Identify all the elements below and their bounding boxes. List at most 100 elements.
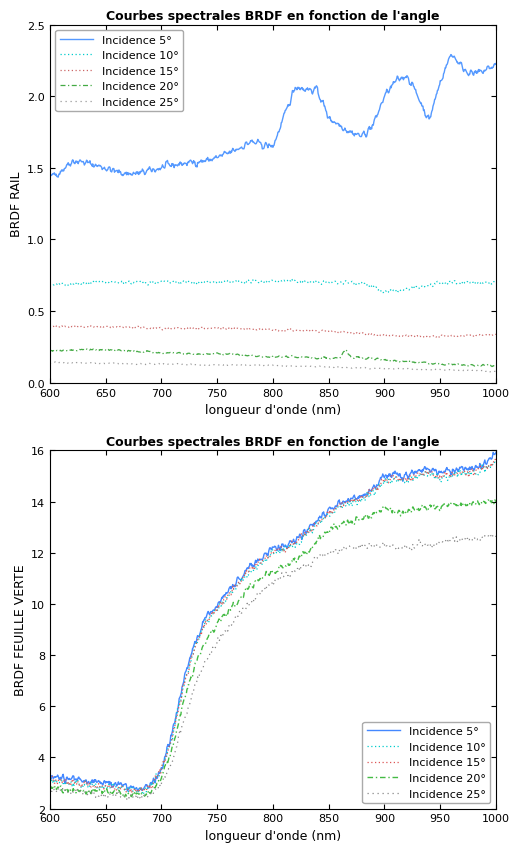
Incidence 15° <box>489 331 496 341</box>
Incidence 10° <box>140 790 147 800</box>
Incidence 5° <box>489 64 495 74</box>
Incidence 15° <box>330 327 336 337</box>
Incidence 20° <box>47 346 53 356</box>
Incidence 15° <box>489 460 495 470</box>
Incidence 15° <box>330 508 336 518</box>
Incidence 5° <box>112 778 118 788</box>
Incidence 10° <box>164 277 171 287</box>
Incidence 25° <box>47 359 53 369</box>
Incidence 10° <box>330 509 336 519</box>
Incidence 20° <box>487 495 493 505</box>
Incidence 5° <box>107 164 113 174</box>
Incidence 25° <box>47 781 53 792</box>
Incidence 15° <box>112 784 118 794</box>
Legend: Incidence 5°, Incidence 10°, Incidence 15°, Incidence 20°, Incidence 25°: Incidence 5°, Incidence 10°, Incidence 1… <box>55 31 184 112</box>
X-axis label: longueur d'onde (nm): longueur d'onde (nm) <box>205 404 341 417</box>
Incidence 10° <box>289 274 295 285</box>
Incidence 5° <box>329 118 335 128</box>
Incidence 10° <box>107 277 113 287</box>
Incidence 25° <box>330 546 336 556</box>
Line: Incidence 20°: Incidence 20° <box>50 500 496 797</box>
Incidence 15° <box>165 324 171 334</box>
Y-axis label: BRDF FEUILLE VERTE: BRDF FEUILLE VERTE <box>14 564 27 695</box>
Incidence 25° <box>135 795 141 805</box>
Incidence 15° <box>73 321 79 331</box>
Line: Incidence 5°: Incidence 5° <box>50 452 496 792</box>
Incidence 15° <box>112 322 119 332</box>
Incidence 5° <box>250 138 256 148</box>
X-axis label: longueur d'onde (nm): longueur d'onde (nm) <box>205 829 341 842</box>
Incidence 25° <box>486 367 492 377</box>
Incidence 10° <box>47 281 53 291</box>
Incidence 20° <box>250 351 256 361</box>
Incidence 20° <box>108 345 114 355</box>
Y-axis label: BRDF RAIL: BRDF RAIL <box>10 172 23 237</box>
Incidence 20° <box>489 362 496 372</box>
Line: Incidence 5°: Incidence 5° <box>50 55 496 178</box>
Incidence 25° <box>165 360 171 370</box>
Incidence 10° <box>492 458 498 468</box>
Incidence 10° <box>330 277 336 287</box>
Incidence 10° <box>489 460 495 470</box>
Incidence 5° <box>493 447 499 458</box>
Incidence 15° <box>491 455 498 465</box>
Incidence 5° <box>112 167 118 177</box>
Line: Incidence 10°: Incidence 10° <box>50 279 496 293</box>
Incidence 25° <box>165 766 171 776</box>
Incidence 25° <box>250 595 256 605</box>
Incidence 10° <box>165 743 171 753</box>
Incidence 20° <box>330 354 336 364</box>
Incidence 20° <box>493 360 499 371</box>
Incidence 5° <box>47 173 53 183</box>
Incidence 10° <box>47 775 53 786</box>
Legend: Incidence 5°, Incidence 10°, Incidence 15°, Incidence 20°, Incidence 25°: Incidence 5°, Incidence 10°, Incidence 1… <box>362 722 490 803</box>
Incidence 5° <box>489 453 495 463</box>
Incidence 10° <box>112 780 118 790</box>
Incidence 25° <box>489 366 496 377</box>
Incidence 15° <box>165 746 171 756</box>
Incidence 20° <box>84 344 90 354</box>
Incidence 25° <box>487 529 493 539</box>
Incidence 15° <box>493 456 499 466</box>
Incidence 5° <box>448 50 454 60</box>
Incidence 20° <box>489 362 495 372</box>
Incidence 20° <box>165 348 171 359</box>
Incidence 5° <box>164 156 171 166</box>
Incidence 5° <box>165 740 171 750</box>
Incidence 20° <box>330 524 336 534</box>
Incidence 25° <box>52 357 58 367</box>
Incidence 10° <box>394 288 400 298</box>
Incidence 5° <box>107 777 113 787</box>
Title: Courbes spectrales BRDF en fonction de l'angle: Courbes spectrales BRDF en fonction de l… <box>106 435 439 448</box>
Incidence 15° <box>134 787 140 797</box>
Line: Incidence 15°: Incidence 15° <box>50 460 496 792</box>
Incidence 20° <box>493 497 499 507</box>
Incidence 15° <box>437 333 443 343</box>
Incidence 5° <box>250 561 256 571</box>
Incidence 10° <box>112 278 118 288</box>
Incidence 20° <box>47 782 53 792</box>
Incidence 15° <box>47 774 53 784</box>
Incidence 15° <box>108 323 114 333</box>
Line: Incidence 15°: Incidence 15° <box>50 326 496 338</box>
Incidence 25° <box>112 360 119 370</box>
Title: Courbes spectrales BRDF en fonction de l'angle: Courbes spectrales BRDF en fonction de l… <box>106 10 439 23</box>
Line: Incidence 25°: Incidence 25° <box>50 362 496 372</box>
Incidence 25° <box>250 360 256 371</box>
Incidence 15° <box>47 323 53 333</box>
Line: Incidence 10°: Incidence 10° <box>50 463 496 795</box>
Incidence 15° <box>493 330 499 340</box>
Incidence 20° <box>107 786 113 797</box>
Line: Incidence 20°: Incidence 20° <box>50 349 496 367</box>
Incidence 5° <box>330 504 336 514</box>
Incidence 10° <box>250 276 256 286</box>
Incidence 25° <box>112 788 118 798</box>
Incidence 10° <box>250 566 256 576</box>
Incidence 25° <box>493 532 499 542</box>
Incidence 25° <box>489 531 496 541</box>
Incidence 20° <box>121 792 127 803</box>
Incidence 10° <box>493 278 499 288</box>
Incidence 10° <box>489 279 496 289</box>
Line: Incidence 25°: Incidence 25° <box>50 534 496 800</box>
Incidence 20° <box>165 757 171 767</box>
